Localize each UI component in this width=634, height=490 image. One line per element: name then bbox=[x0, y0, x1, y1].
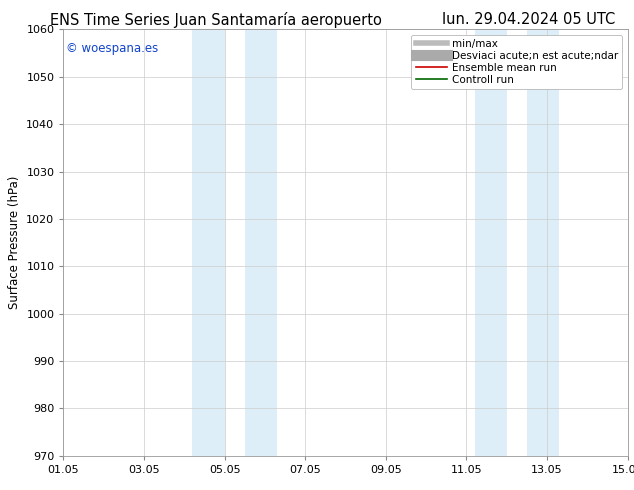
Y-axis label: Surface Pressure (hPa): Surface Pressure (hPa) bbox=[8, 176, 21, 309]
Bar bbox=[474, 29, 507, 456]
Text: © woespana.es: © woespana.es bbox=[66, 42, 158, 55]
Bar bbox=[527, 29, 559, 456]
Text: ENS Time Series Juan Santamaría aeropuerto: ENS Time Series Juan Santamaría aeropuer… bbox=[49, 12, 382, 28]
Bar bbox=[245, 29, 277, 456]
Legend: min/max, Desviaci acute;n est acute;ndar, Ensemble mean run, Controll run: min/max, Desviaci acute;n est acute;ndar… bbox=[411, 35, 623, 89]
Text: lun. 29.04.2024 05 UTC: lun. 29.04.2024 05 UTC bbox=[442, 12, 615, 27]
Bar bbox=[192, 29, 224, 456]
